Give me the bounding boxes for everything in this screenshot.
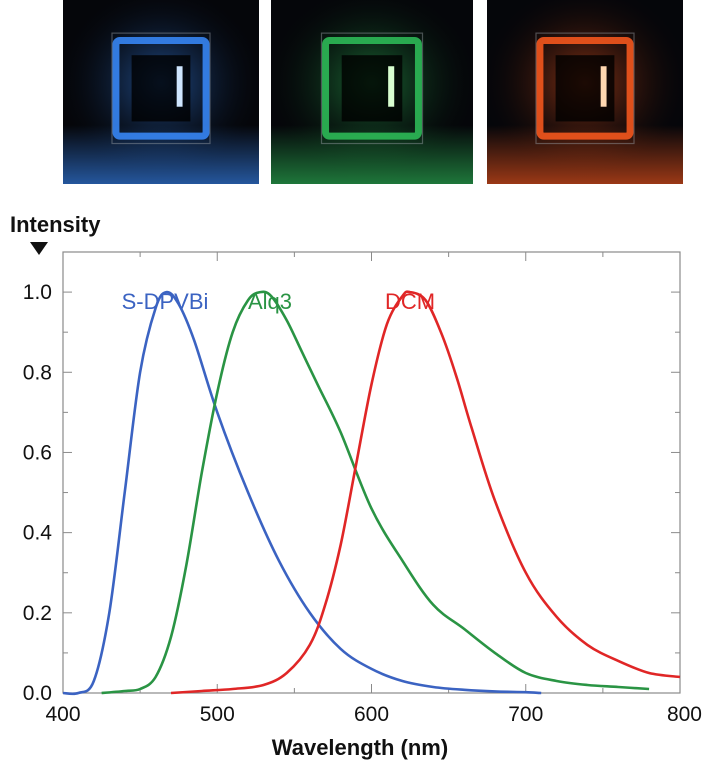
tick-marks: [62, 251, 681, 694]
x-tick-label: 400: [45, 703, 80, 726]
series-labels: S-DPVBi Alq3 DCM: [122, 289, 435, 314]
x-tick-label: 500: [200, 703, 235, 726]
photo-red-device: [487, 0, 683, 184]
photo-green-device: [271, 0, 473, 184]
series-label-alq3: Alq3: [248, 289, 292, 314]
series-line-alq3: [101, 290, 650, 695]
y-tick-label: 1.0: [23, 281, 52, 304]
y-axis-arrow-icon: [30, 242, 48, 255]
x-tick-labels: 400 500 600 700 800: [45, 703, 702, 726]
plot-frame: [62, 251, 681, 694]
y-tick-label: 0.8: [23, 361, 52, 384]
device-glow-blue: [63, 0, 259, 184]
series-label-s-dpvbi: S-DPVBi: [122, 289, 209, 314]
y-axis-label: Intensity: [10, 212, 101, 237]
series-lines: [62, 290, 681, 696]
photo-blue-device: [63, 0, 259, 184]
series-label-dcm: DCM: [385, 289, 435, 314]
x-tick-label: 600: [354, 703, 389, 726]
y-tick-labels: 0.0 0.2 0.4 0.6 0.8 1.0: [23, 281, 53, 705]
device-glow-green: [271, 0, 473, 184]
x-axis-label: Wavelength (nm): [272, 735, 448, 760]
y-tick-label: 0.0: [23, 682, 52, 705]
x-tick-label: 800: [667, 703, 702, 726]
y-tick-label: 0.6: [23, 441, 52, 464]
y-tick-label: 0.4: [23, 522, 53, 545]
device-glow-red: [487, 0, 683, 184]
series-line-s-dpvbi: [62, 290, 542, 696]
y-tick-label: 0.2: [23, 602, 52, 625]
emission-spectrum-chart: Intensity 400 500 600 700 800 0.00.20.40.60.…: [10, 212, 702, 760]
series-line-dcm: [170, 290, 681, 695]
x-tick-label: 700: [508, 703, 543, 726]
